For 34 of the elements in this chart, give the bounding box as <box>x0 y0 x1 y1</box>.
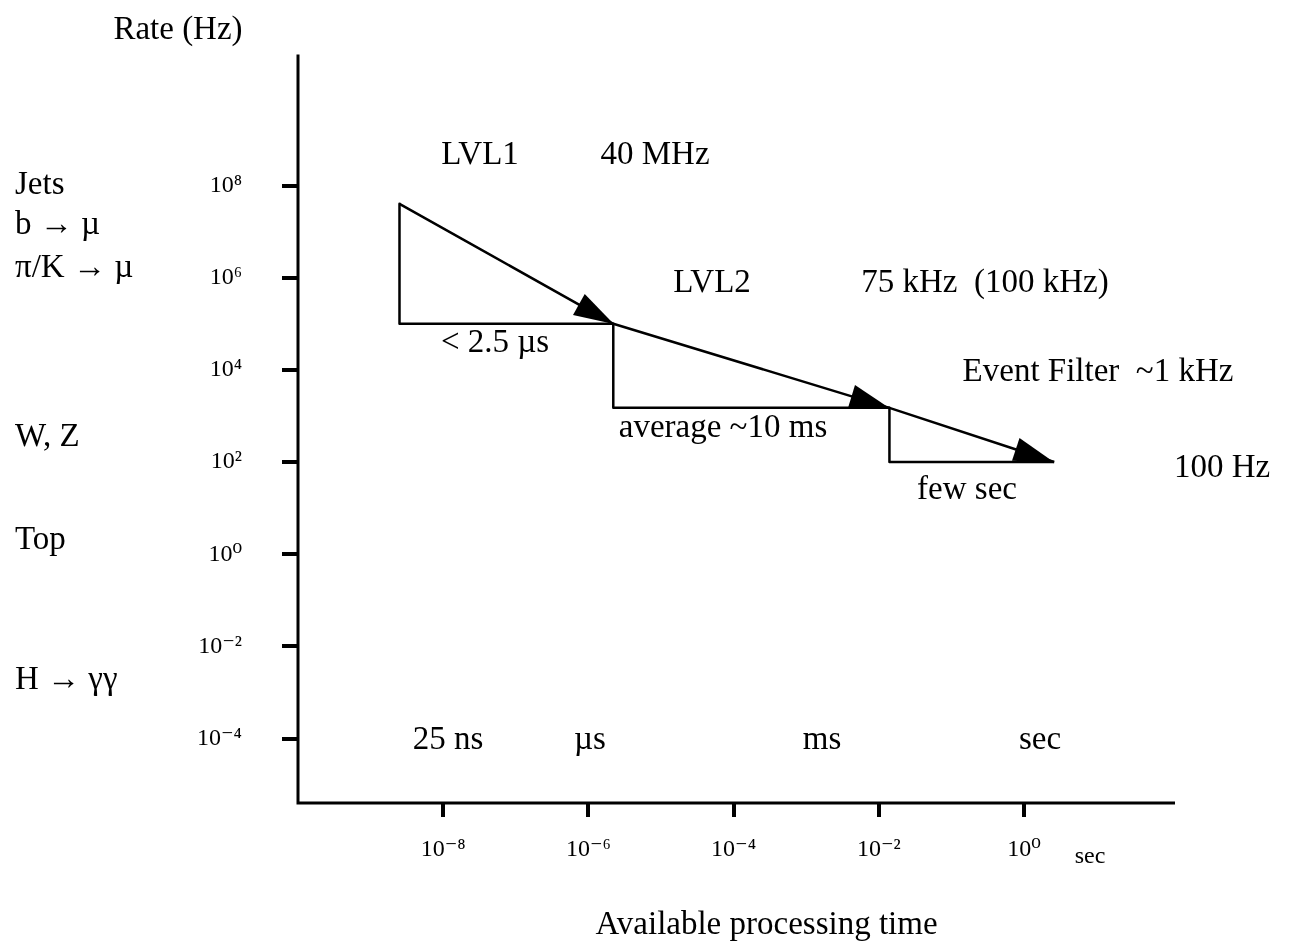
text: W, Z <box>15 416 80 453</box>
annotation: Event Filter ~1 kHz <box>962 351 1234 388</box>
x-axis-title: Available processing time <box>595 904 938 941</box>
y-tick-label: 10⁴ <box>209 355 242 382</box>
annotation: ms <box>802 719 842 756</box>
x-tick-label: 10⁻⁶ <box>565 834 611 861</box>
y-tick-label: 10⁻² <box>198 631 242 658</box>
annotation: LVL1 <box>441 134 519 171</box>
x-tick-label: 10⁻⁸ <box>420 834 466 861</box>
y-tick-label: 10⁸ <box>209 170 242 197</box>
annotation: 25 ns <box>412 719 484 756</box>
annotation: few sec <box>917 469 1017 506</box>
annotation: 40 MHz <box>600 134 710 171</box>
y-tick-label: 10⁻⁴ <box>196 723 242 750</box>
annotation: LVL2 <box>673 262 751 299</box>
text: H → γγ <box>15 659 118 696</box>
annotation: < 2.5 µs <box>440 322 550 359</box>
annotation: 75 kHz (100 kHz) <box>861 262 1109 300</box>
y-tick-label: 10⁰ <box>208 539 242 566</box>
text: sec <box>1074 842 1106 869</box>
x-tick-label: 10⁻² <box>856 834 901 861</box>
annotation: µs <box>574 719 606 756</box>
y-tick-label: 10⁶ <box>209 263 242 289</box>
annotation: sec <box>1018 719 1062 756</box>
y-axis-title: Rate (Hz) <box>113 9 243 47</box>
text: Jets <box>15 164 65 201</box>
annotation: 100 Hz <box>1173 447 1271 484</box>
text: π/K → µ <box>15 247 134 284</box>
text: b → µ <box>15 204 101 241</box>
annotation: average ~10 ms <box>618 407 828 444</box>
x-tick-label: 10⁻⁴ <box>711 834 757 861</box>
x-tick-label: 10⁰ <box>1007 834 1041 861</box>
y-tick-label: 10² <box>210 447 242 474</box>
text: Top <box>15 519 66 556</box>
